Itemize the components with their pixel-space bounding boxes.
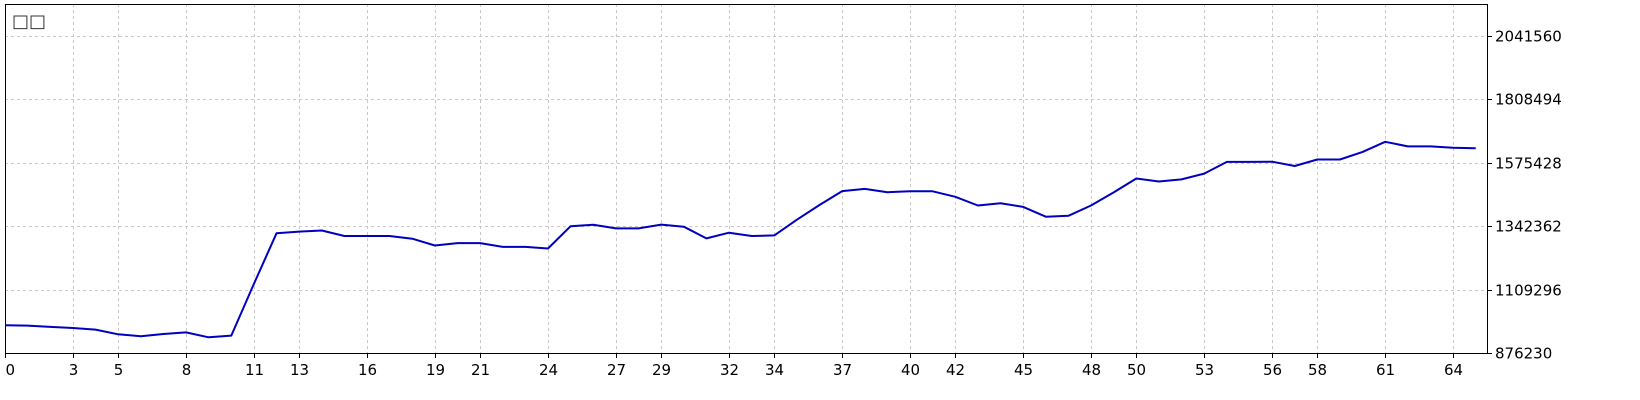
x-tick-label: 3 (69, 361, 79, 379)
x-tick-label: 21 (471, 361, 490, 379)
x-tick-label: 45 (1014, 361, 1033, 379)
plot-frame (5, 4, 1488, 354)
grid-lines (5, 4, 1487, 353)
x-axis-ticks: 0 3 5 8 11 13 16 19 21 24 27 29 32 34 37 40 42 45 48 50 53 56… (5, 353, 1463, 379)
y-tick-label: 1575428 (1495, 155, 1562, 173)
x-tick-label: 5 (114, 361, 124, 379)
x-tick-label: 32 (720, 361, 739, 379)
x-tick-label: 34 (765, 361, 784, 379)
y-tick-label: 2041560 (1495, 28, 1562, 46)
x-tick-label: 53 (1195, 361, 1214, 379)
x-tick-label: 48 (1082, 361, 1101, 379)
y-tick-label: 1342362 (1495, 218, 1562, 236)
x-tick-label: 50 (1127, 361, 1146, 379)
x-tick-label: 29 (652, 361, 671, 379)
y-tick-label: 1109296 (1495, 282, 1562, 300)
x-tick-label: 13 (290, 361, 309, 379)
x-tick-label: 42 (946, 361, 965, 379)
y-axis-ticks: 876230 1109296 1342362 1575428 1808494 204156… (1487, 28, 1562, 363)
x-tick-label: 24 (539, 361, 558, 379)
x-tick-label: 8 (182, 361, 192, 379)
chart-title: □□ (12, 11, 46, 32)
y-tick-label: 1808494 (1495, 91, 1562, 109)
x-tick-label: 61 (1376, 361, 1395, 379)
x-tick-label: 16 (358, 361, 377, 379)
x-tick-label: 19 (426, 361, 445, 379)
x-tick-label: 37 (833, 361, 852, 379)
x-tick-label: 0 (6, 361, 16, 379)
y-tick-label: 876230 (1495, 345, 1552, 363)
x-tick-label: 64 (1444, 361, 1463, 379)
x-tick-label: 58 (1308, 361, 1327, 379)
x-tick-label: 27 (607, 361, 626, 379)
x-tick-label: 11 (245, 361, 264, 379)
series-line (4, 140, 1476, 339)
x-tick-label: 40 (901, 361, 920, 379)
x-tick-label: 56 (1263, 361, 1282, 379)
